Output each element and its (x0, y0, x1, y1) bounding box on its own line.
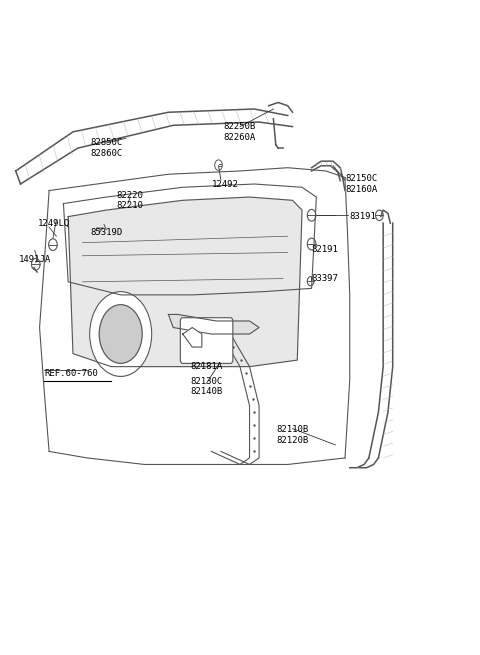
Text: 82150C
82160A: 82150C 82160A (345, 174, 377, 194)
Text: 82181A: 82181A (191, 362, 223, 371)
Text: 82850C
82860C: 82850C 82860C (90, 138, 122, 158)
Polygon shape (68, 197, 302, 367)
Text: 82130C
82140B: 82130C 82140B (191, 377, 223, 396)
FancyBboxPatch shape (180, 318, 233, 364)
Polygon shape (183, 328, 202, 347)
Text: 82220
82210: 82220 82210 (117, 191, 144, 210)
Circle shape (99, 305, 142, 364)
Text: 82191: 82191 (312, 245, 338, 253)
Text: 83397: 83397 (312, 274, 338, 283)
Text: 1491JA: 1491JA (19, 255, 51, 263)
Text: 1249LQ: 1249LQ (38, 219, 70, 228)
Text: 82110B
82120B: 82110B 82120B (276, 425, 309, 445)
Circle shape (90, 291, 152, 377)
Text: REF.60-760: REF.60-760 (44, 369, 98, 378)
Text: 85319D: 85319D (90, 229, 122, 237)
Text: 12492: 12492 (212, 179, 239, 189)
Polygon shape (168, 314, 259, 334)
Text: 82250B
82260A: 82250B 82260A (224, 122, 256, 141)
Text: 83191: 83191 (350, 212, 377, 221)
